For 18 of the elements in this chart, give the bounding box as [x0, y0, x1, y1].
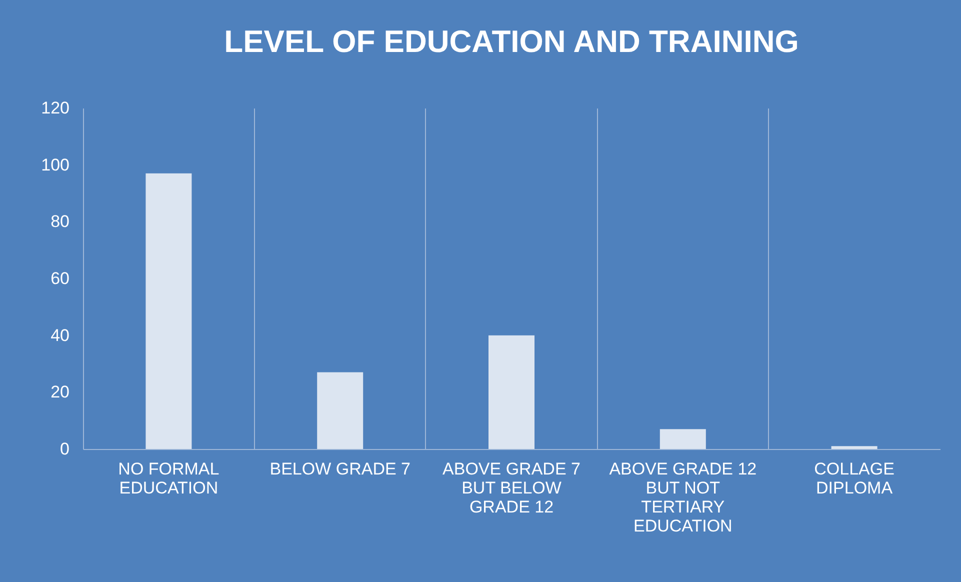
bar — [660, 429, 706, 449]
bar — [488, 335, 534, 449]
y-tick-label: 20 — [50, 382, 70, 402]
bar — [317, 372, 364, 449]
chart-title: LEVEL OF EDUCATION AND TRAINING — [224, 24, 799, 59]
y-tick-label: 100 — [41, 155, 70, 174]
x-tick-label: ABOVE GRADE 7 BUT BELOW GRADE 12 — [442, 460, 580, 516]
y-tick-label: 80 — [50, 212, 70, 232]
bar — [146, 173, 192, 449]
x-tick-label: BELOW GRADE 7 — [270, 460, 410, 478]
x-tick-label: COLLAGE DIPLOMA — [814, 460, 894, 498]
y-tick-label: 0 — [60, 440, 70, 458]
y-tick-label: 40 — [50, 326, 70, 345]
x-tick-label: NO FORMAL EDUCATION — [118, 460, 220, 498]
y-tick-label: 120 — [41, 98, 70, 118]
y-tick-label: 60 — [50, 269, 70, 288]
bar — [831, 446, 878, 449]
x-tick-label: ABOVE GRADE 12 BUT NOT TERTIARY EDUCATION — [609, 460, 757, 536]
